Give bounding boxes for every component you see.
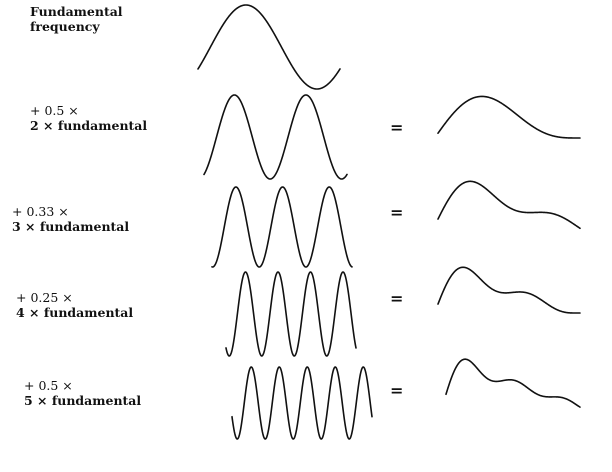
harmonic-3-multiple: 3 × fundamental [12,219,130,234]
equals-sign-5: = [390,381,404,400]
harmonic-1-wave [197,4,341,90]
fundamental-label: Fundamental frequency [30,4,123,34]
sum-wave-2 [437,95,581,139]
harmonic-4-wave [225,271,357,357]
harmonic-2-wave [203,94,348,180]
sum-wave-3 [437,180,581,230]
harmonic-3-label: + 0.33 × 3 × fundamental [12,204,129,234]
harmonic-2-label: + 0.5 × 2 × fundamental [30,103,147,133]
harmonic-5-coefficient: + 0.5 × [24,378,73,393]
harmonic-4-multiple: 4 × fundamental [16,305,134,320]
harmonic-3-coefficient: + 0.33 × [12,204,69,219]
fundamental-label-line1: Fundamental [30,4,123,19]
fundamental-label-line2: frequency [30,19,100,34]
equals-sign-4: = [390,289,404,308]
harmonic-5-label: + 0.5 × 5 × fundamental [24,378,141,408]
harmonic-5-multiple: 5 × fundamental [24,393,142,408]
equals-sign-3: = [390,203,404,222]
harmonic-2-multiple: 2 × fundamental [30,118,148,133]
harmonic-4-label: + 0.25 × 4 × fundamental [16,290,133,320]
sum-wave-4 [437,266,581,314]
harmonic-4-coefficient: + 0.25 × [16,290,73,305]
harmonic-3-wave [211,186,353,268]
harmonic-5-wave [231,366,373,440]
sum-wave-5 [445,358,581,408]
equals-sign-2: = [390,118,404,137]
harmonic-2-coefficient: + 0.5 × [30,103,79,118]
